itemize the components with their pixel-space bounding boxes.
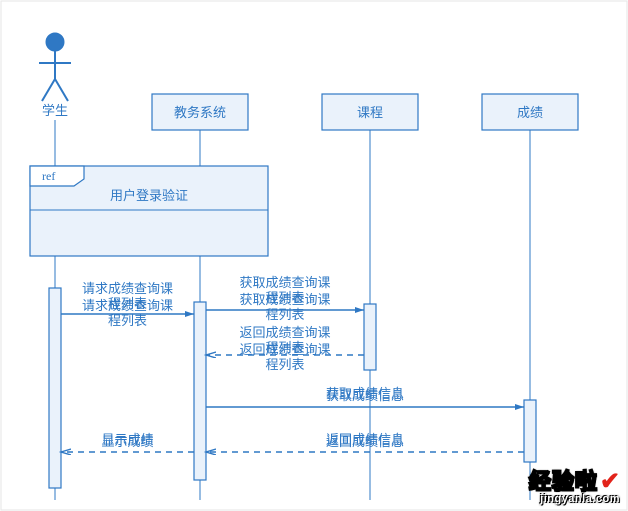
- svg-text:用户登录验证: 用户登录验证: [110, 188, 188, 203]
- svg-text:返回成绩查询课: 返回成绩查询课: [239, 342, 330, 357]
- svg-text:返回成绩信息: 返回成绩信息: [326, 434, 404, 449]
- watermark-url: jingyanla.com: [529, 494, 620, 505]
- svg-text:程列表: 程列表: [265, 307, 304, 322]
- svg-text:显示成绩: 显示成绩: [101, 434, 153, 449]
- diagram-canvas: 学生教务系统课程成绩ref用户登录验证请求成绩查询课程列表获取成绩查询课程列表返…: [0, 0, 628, 511]
- svg-text:获取成绩信息: 获取成绩信息: [326, 388, 404, 403]
- svg-text:请求成绩查询课: 请求成绩查询课: [82, 281, 173, 296]
- svg-text:成绩: 成绩: [517, 105, 543, 120]
- svg-text:请求成绩查询课: 请求成绩查询课: [82, 298, 173, 313]
- svg-text:ref: ref: [42, 169, 55, 183]
- svg-text:程列表: 程列表: [108, 313, 147, 328]
- svg-text:获取成绩查询课: 获取成绩查询课: [239, 275, 330, 290]
- svg-text:返回成绩查询课: 返回成绩查询课: [239, 325, 330, 340]
- svg-text:教务系统: 教务系统: [174, 105, 226, 120]
- sequence-svg: 学生教务系统课程成绩ref用户登录验证请求成绩查询课程列表获取成绩查询课程列表返…: [0, 0, 628, 511]
- watermark: 经验啦✔ jingyanla.com: [529, 470, 620, 505]
- watermark-brand: 经验啦: [529, 469, 598, 494]
- svg-text:获取成绩查询课: 获取成绩查询课: [239, 292, 330, 307]
- svg-text:课程: 课程: [357, 105, 383, 120]
- svg-text:程列表: 程列表: [265, 357, 304, 372]
- svg-text:学生: 学生: [42, 103, 68, 118]
- watermark-check-icon: ✔: [600, 468, 620, 495]
